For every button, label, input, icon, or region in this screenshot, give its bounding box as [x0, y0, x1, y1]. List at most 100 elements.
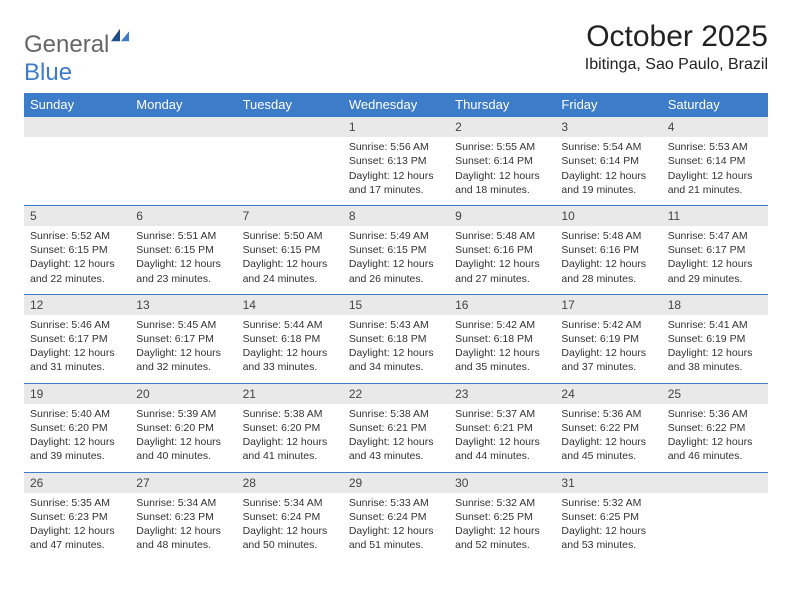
daylight-text: and 44 minutes.	[455, 449, 549, 463]
day-data: Sunrise: 5:52 AMSunset: 6:15 PMDaylight:…	[24, 226, 130, 294]
day-data: Sunrise: 5:37 AMSunset: 6:21 PMDaylight:…	[449, 404, 555, 472]
daylight-text: Daylight: 12 hours	[561, 346, 655, 360]
sunrise-text: Sunrise: 5:38 AM	[243, 407, 337, 421]
day-data: Sunrise: 5:38 AMSunset: 6:20 PMDaylight:…	[237, 404, 343, 472]
header: General Blue October 2025 Ibitinga, Sao …	[24, 20, 768, 87]
day-number: 29	[343, 473, 449, 493]
calendar-cell: 13Sunrise: 5:45 AMSunset: 6:17 PMDayligh…	[130, 294, 236, 383]
day-data: Sunrise: 5:55 AMSunset: 6:14 PMDaylight:…	[449, 137, 555, 205]
day-label: Tuesday	[237, 93, 343, 117]
sunset-text: Sunset: 6:22 PM	[561, 421, 655, 435]
day-data: Sunrise: 5:44 AMSunset: 6:18 PMDaylight:…	[237, 315, 343, 383]
sunset-text: Sunset: 6:25 PM	[455, 510, 549, 524]
calendar-cell	[237, 117, 343, 206]
daylight-text: Daylight: 12 hours	[349, 346, 443, 360]
day-data: Sunrise: 5:45 AMSunset: 6:17 PMDaylight:…	[130, 315, 236, 383]
daylight-text: Daylight: 12 hours	[561, 169, 655, 183]
day-number: 22	[343, 384, 449, 404]
sunset-text: Sunset: 6:14 PM	[455, 154, 549, 168]
daylight-text: Daylight: 12 hours	[668, 346, 762, 360]
month-title: October 2025	[585, 20, 768, 54]
sunset-text: Sunset: 6:17 PM	[30, 332, 124, 346]
sunset-text: Sunset: 6:21 PM	[455, 421, 549, 435]
sunrise-text: Sunrise: 5:50 AM	[243, 229, 337, 243]
daylight-text: and 35 minutes.	[455, 360, 549, 374]
calendar-cell	[662, 472, 768, 560]
day-data: Sunrise: 5:36 AMSunset: 6:22 PMDaylight:…	[555, 404, 661, 472]
daylight-text: and 17 minutes.	[349, 183, 443, 197]
daylight-text: Daylight: 12 hours	[136, 346, 230, 360]
daylight-text: Daylight: 12 hours	[349, 524, 443, 538]
day-number: 26	[24, 473, 130, 493]
daylight-text: and 33 minutes.	[243, 360, 337, 374]
calendar-cell: 3Sunrise: 5:54 AMSunset: 6:14 PMDaylight…	[555, 117, 661, 206]
sunset-text: Sunset: 6:23 PM	[30, 510, 124, 524]
daylight-text: and 22 minutes.	[30, 272, 124, 286]
day-data: Sunrise: 5:33 AMSunset: 6:24 PMDaylight:…	[343, 493, 449, 561]
daylight-text: and 27 minutes.	[455, 272, 549, 286]
calendar-week-row: 26Sunrise: 5:35 AMSunset: 6:23 PMDayligh…	[24, 472, 768, 560]
calendar-week-row: 19Sunrise: 5:40 AMSunset: 6:20 PMDayligh…	[24, 383, 768, 472]
sail-icon	[111, 28, 129, 42]
calendar-cell	[24, 117, 130, 206]
day-number: 5	[24, 206, 130, 226]
day-number: 21	[237, 384, 343, 404]
sunrise-text: Sunrise: 5:53 AM	[668, 140, 762, 154]
daylight-text: and 39 minutes.	[30, 449, 124, 463]
daylight-text: Daylight: 12 hours	[30, 257, 124, 271]
daylight-text: and 43 minutes.	[349, 449, 443, 463]
logo-word-general: General	[24, 31, 109, 58]
daylight-text: and 40 minutes.	[136, 449, 230, 463]
day-data: Sunrise: 5:51 AMSunset: 6:15 PMDaylight:…	[130, 226, 236, 294]
calendar-week-row: 1Sunrise: 5:56 AMSunset: 6:13 PMDaylight…	[24, 117, 768, 206]
day-number: 17	[555, 295, 661, 315]
day-number: 10	[555, 206, 661, 226]
calendar-cell: 27Sunrise: 5:34 AMSunset: 6:23 PMDayligh…	[130, 472, 236, 560]
day-data: Sunrise: 5:48 AMSunset: 6:16 PMDaylight:…	[555, 226, 661, 294]
calendar-cell: 2Sunrise: 5:55 AMSunset: 6:14 PMDaylight…	[449, 117, 555, 206]
day-number: 7	[237, 206, 343, 226]
day-number: 25	[662, 384, 768, 404]
sunrise-text: Sunrise: 5:46 AM	[30, 318, 124, 332]
calendar-cell: 22Sunrise: 5:38 AMSunset: 6:21 PMDayligh…	[343, 383, 449, 472]
day-number: 27	[130, 473, 236, 493]
daylight-text: and 37 minutes.	[561, 360, 655, 374]
daylight-text: Daylight: 12 hours	[243, 257, 337, 271]
day-data: Sunrise: 5:40 AMSunset: 6:20 PMDaylight:…	[24, 404, 130, 472]
sunrise-text: Sunrise: 5:56 AM	[349, 140, 443, 154]
sunset-text: Sunset: 6:18 PM	[455, 332, 549, 346]
day-number: 24	[555, 384, 661, 404]
sunset-text: Sunset: 6:15 PM	[136, 243, 230, 257]
day-data: Sunrise: 5:38 AMSunset: 6:21 PMDaylight:…	[343, 404, 449, 472]
day-number: 30	[449, 473, 555, 493]
sunset-text: Sunset: 6:21 PM	[349, 421, 443, 435]
day-data: Sunrise: 5:53 AMSunset: 6:14 PMDaylight:…	[662, 137, 768, 205]
calendar-cell: 28Sunrise: 5:34 AMSunset: 6:24 PMDayligh…	[237, 472, 343, 560]
calendar-cell: 5Sunrise: 5:52 AMSunset: 6:15 PMDaylight…	[24, 205, 130, 294]
calendar-cell: 9Sunrise: 5:48 AMSunset: 6:16 PMDaylight…	[449, 205, 555, 294]
daylight-text: Daylight: 12 hours	[455, 346, 549, 360]
sunset-text: Sunset: 6:24 PM	[349, 510, 443, 524]
day-label: Friday	[555, 93, 661, 117]
daylight-text: and 50 minutes.	[243, 538, 337, 552]
sunrise-text: Sunrise: 5:33 AM	[349, 496, 443, 510]
daylight-text: and 47 minutes.	[30, 538, 124, 552]
sunset-text: Sunset: 6:16 PM	[561, 243, 655, 257]
sunrise-text: Sunrise: 5:39 AM	[136, 407, 230, 421]
calendar-header-row: Sunday Monday Tuesday Wednesday Thursday…	[24, 93, 768, 117]
title-block: October 2025 Ibitinga, Sao Paulo, Brazil	[585, 20, 768, 74]
calendar-cell: 4Sunrise: 5:53 AMSunset: 6:14 PMDaylight…	[662, 117, 768, 206]
day-data: Sunrise: 5:32 AMSunset: 6:25 PMDaylight:…	[449, 493, 555, 561]
daylight-text: and 31 minutes.	[30, 360, 124, 374]
day-data	[237, 137, 343, 148]
day-number: 2	[449, 117, 555, 137]
day-data: Sunrise: 5:50 AMSunset: 6:15 PMDaylight:…	[237, 226, 343, 294]
sunset-text: Sunset: 6:15 PM	[243, 243, 337, 257]
daylight-text: and 53 minutes.	[561, 538, 655, 552]
day-number: 6	[130, 206, 236, 226]
logo: General Blue	[24, 28, 129, 87]
sunset-text: Sunset: 6:15 PM	[30, 243, 124, 257]
calendar-cell: 20Sunrise: 5:39 AMSunset: 6:20 PMDayligh…	[130, 383, 236, 472]
sunrise-text: Sunrise: 5:42 AM	[561, 318, 655, 332]
day-data: Sunrise: 5:34 AMSunset: 6:23 PMDaylight:…	[130, 493, 236, 561]
